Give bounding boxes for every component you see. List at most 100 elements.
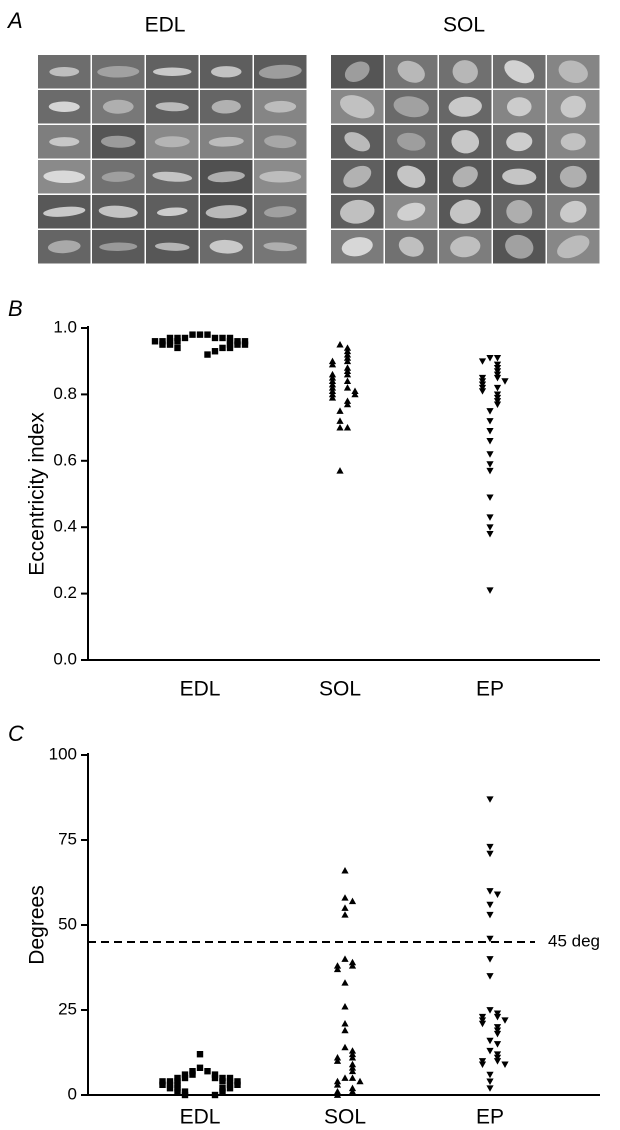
data-point [226,1078,234,1085]
y-tick-label: 0.4 [53,517,77,536]
data-point [336,467,344,474]
data-point [333,1081,342,1088]
y-axis-label: Degrees [26,885,49,964]
data-point [493,361,502,369]
data-point [478,1020,487,1028]
data-point [211,348,219,355]
data-point [219,1088,226,1095]
data-point [486,911,494,919]
image-grids [38,55,600,264]
data-point [486,514,494,521]
panel-label: B [8,296,23,321]
data-point [181,1088,189,1095]
data-point [336,424,344,431]
data-point [493,1024,502,1031]
data-point [486,935,494,943]
nucleus [49,67,80,77]
data-point [486,796,494,803]
data-point [486,888,494,895]
y-tick-label: 0 [68,1084,77,1103]
data-point [166,1078,174,1085]
nucleus [99,242,138,252]
reference-label: 45 deg [548,931,600,950]
data-point [341,1020,349,1027]
nucleus [450,236,481,258]
nucleus [559,165,587,188]
y-tick-label: 50 [58,914,77,933]
data-point [493,1054,502,1062]
data-point [493,398,502,405]
data-point [328,384,337,391]
data-point [493,394,502,402]
data-point [478,1058,487,1065]
data-point [486,1085,494,1092]
data-point [219,334,226,342]
data-point [486,1037,494,1045]
data-point [234,1081,241,1088]
data-point [181,1091,189,1099]
data-point [343,344,352,351]
nucleus [205,205,247,219]
data-point [219,344,226,352]
data-point [234,338,241,345]
data-point [328,357,337,365]
data-point [486,524,494,531]
data-point [226,341,234,348]
nucleus [560,133,586,151]
data-point [174,1078,181,1085]
data-point [478,374,487,382]
data-point [328,394,337,401]
nucleus [397,60,425,83]
data-point [478,384,487,392]
data-point [486,451,494,458]
nucleus [263,242,298,252]
data-point [493,891,502,898]
panel-label: A [6,8,23,33]
data-point [478,388,487,395]
data-point [174,344,181,352]
data-point [478,1017,487,1024]
data-point [493,1027,502,1034]
data-point [486,428,494,435]
nucleus [47,240,81,254]
data-point [166,1085,174,1092]
nucleus [506,200,533,224]
data-point [226,1085,234,1092]
y-tick-label: 0.8 [53,384,77,403]
data-point [341,867,349,874]
data-point [328,370,337,378]
data-point [493,1013,502,1021]
nucleus [152,171,193,182]
data-point [336,341,344,348]
y-tick-label: 25 [58,999,77,1018]
data-point [486,973,494,980]
data-point [166,341,174,348]
data-point [493,1041,502,1048]
data-point [343,397,352,404]
data-point [486,530,494,538]
data-point [189,1068,196,1075]
nucleus [344,132,371,152]
data-point [159,1081,166,1088]
data-point [196,1051,204,1058]
x-tick-label: EP [476,1106,504,1129]
data-point [501,1017,509,1024]
data-point [493,374,502,382]
nucleus [560,95,586,118]
nucleus [341,237,373,257]
data-point [348,958,357,966]
data-point [204,331,211,338]
nucleus [448,96,482,117]
data-point [333,1054,342,1061]
nucleus [101,171,135,182]
data-point [204,351,211,358]
data-point [328,380,337,388]
data-point [348,897,357,905]
data-point [333,1057,342,1064]
data-point [478,1013,487,1021]
data-point [348,1084,357,1092]
data-point [486,1047,494,1055]
nucleus [258,64,302,79]
nucleus [344,61,370,82]
